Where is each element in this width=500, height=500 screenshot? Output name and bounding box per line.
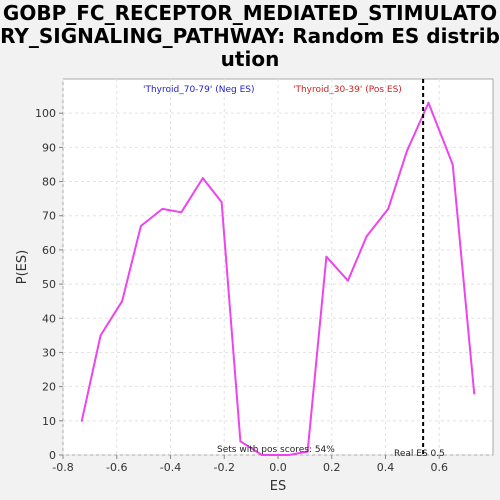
x-tick-label: -0.6: [106, 461, 127, 474]
chart-title: GOBP_FC_RECEPTOR_MEDIATED_STIMULATORY_SI…: [0, 1, 500, 71]
x-tick-label: 0.2: [323, 461, 341, 474]
y-tick-label: 0: [49, 449, 56, 462]
data-point: [121, 300, 124, 303]
es-distribution-line: [80, 101, 476, 456]
data-point: [139, 224, 142, 227]
y-tick-label: 100: [35, 107, 56, 120]
grid-lines: [62, 79, 493, 456]
x-tick-label: -0.8: [52, 461, 73, 474]
data-point: [451, 163, 454, 166]
pos-es-label: 'Thyroid_30-39' (Pos ES): [293, 85, 402, 95]
y-axis-label: P(ES): [15, 250, 30, 284]
y-tick-label: 80: [42, 176, 56, 189]
y-tick-label: 70: [42, 210, 56, 223]
neg-es-label: 'Thyroid_70-79' (Neg ES): [143, 85, 254, 95]
x-axis-label: ES: [270, 479, 286, 494]
data-point: [99, 334, 102, 337]
y-tick-label: 60: [42, 244, 56, 257]
data-point: [365, 235, 368, 238]
x-tick-label: 0.6: [431, 461, 449, 474]
series-layer: [80, 101, 476, 456]
data-point: [406, 149, 408, 152]
x-tick-label: 0.0: [269, 461, 287, 474]
data-point: [161, 207, 164, 210]
data-point: [346, 279, 349, 282]
y-tick-label: 40: [42, 312, 56, 325]
axes: -0.8 -0.6 -0.4 -0.2 0.0 0.2 0.4 0.6 0 10 20 30 40 50 6…: [35, 107, 448, 474]
pos-scores-annotation: Sets with pos scores: 54%: [217, 445, 335, 455]
data-point: [80, 419, 83, 422]
x-tick-label: -0.2: [214, 461, 235, 474]
data-point: [427, 101, 430, 104]
real-es-label: Real ES 0.5: [394, 449, 445, 459]
y-tick-label: 50: [42, 278, 56, 291]
x-tick-label: -0.4: [160, 461, 181, 474]
data-point: [306, 450, 309, 453]
data-point: [220, 201, 223, 204]
data-point: [325, 255, 328, 258]
data-point: [180, 211, 183, 214]
x-tick-label: 0.4: [377, 461, 395, 474]
data-point: [260, 454, 263, 456]
y-tick-label: 20: [42, 381, 56, 394]
data-point: [287, 454, 290, 456]
data-point: [473, 392, 476, 395]
data-point: [239, 440, 242, 443]
data-point: [387, 207, 390, 210]
y-tick-label: 90: [42, 141, 56, 154]
y-tick-label: 30: [42, 346, 56, 359]
data-point: [201, 177, 204, 180]
y-tick-label: 10: [42, 415, 56, 428]
